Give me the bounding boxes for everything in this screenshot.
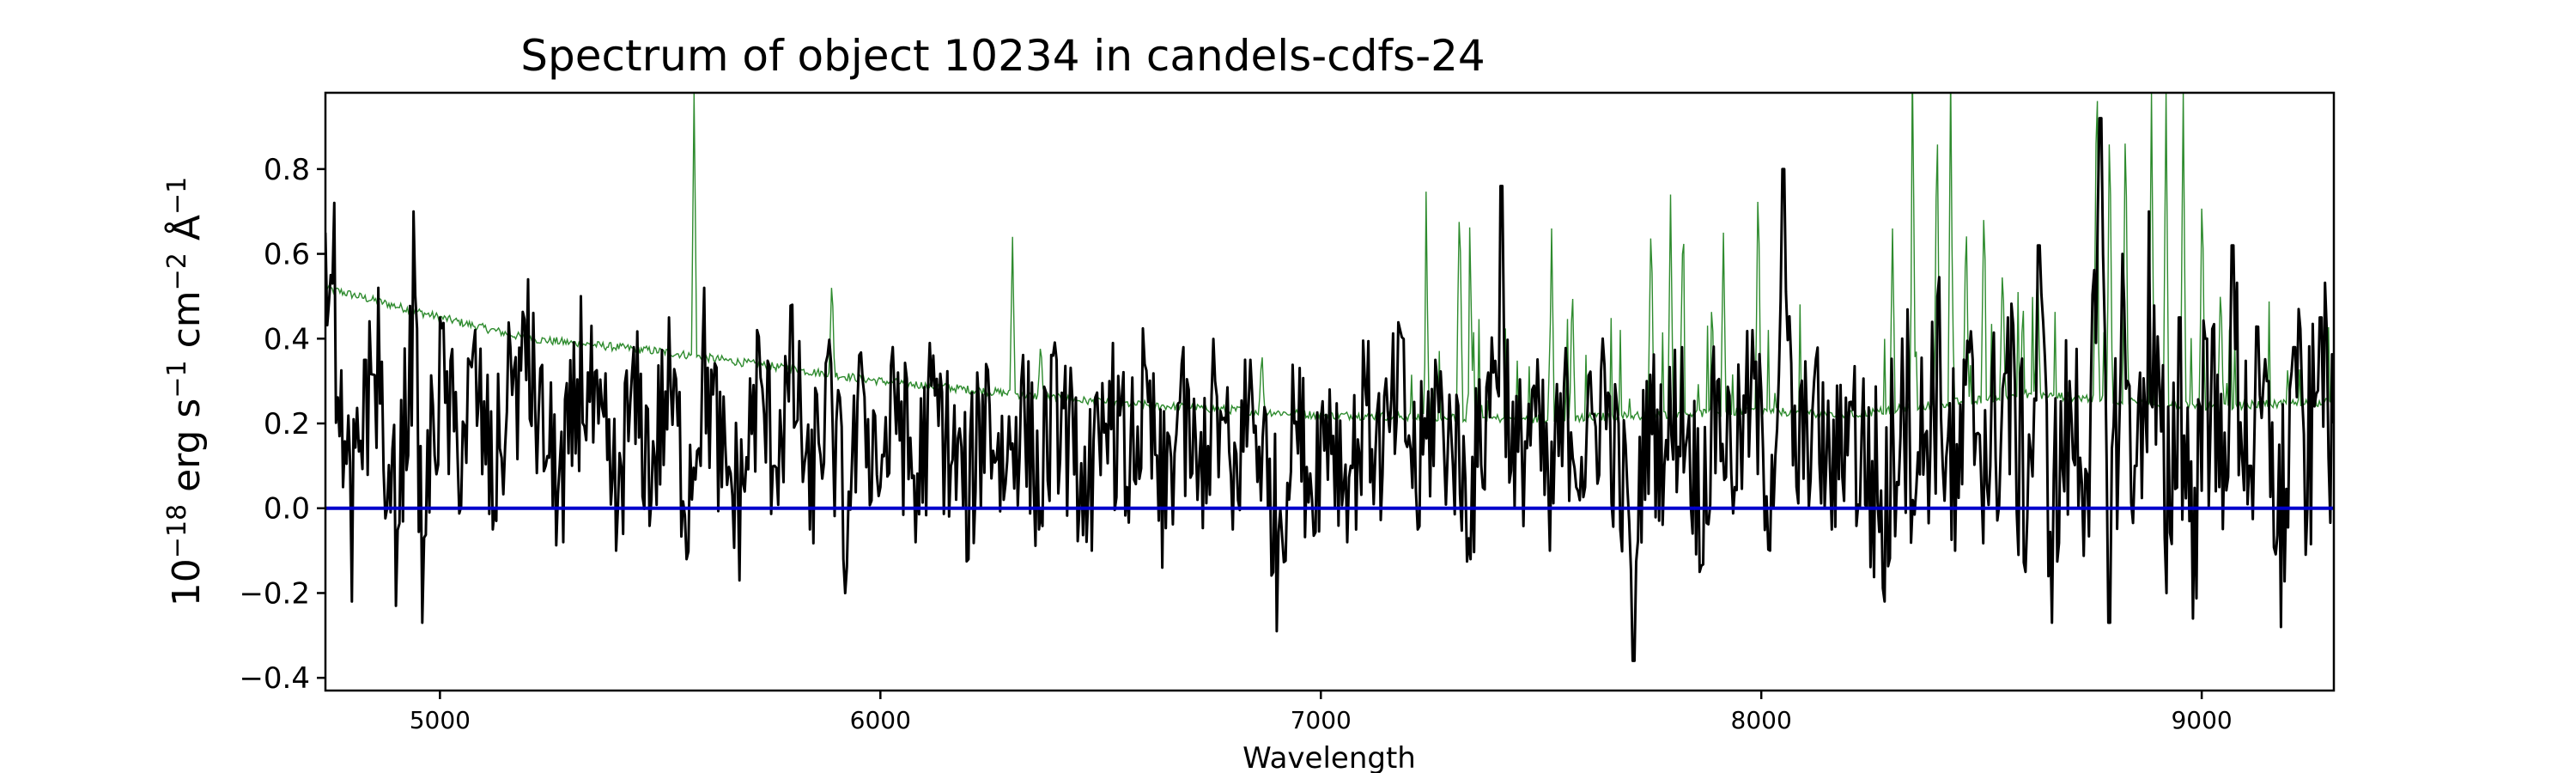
- x-axis-label: Wavelength: [1242, 741, 1416, 773]
- y-tick-label: −0.2: [239, 576, 310, 611]
- x-tick-label: 9000: [2171, 706, 2232, 734]
- y-tick-label: 0.0: [264, 492, 310, 526]
- y-tick-label: 0.8: [264, 153, 310, 187]
- x-axis: 5000 6000 7000 8000 9000: [410, 691, 2233, 734]
- y-tick-label: 0.6: [264, 238, 310, 272]
- plot-frame: [324, 91, 2336, 692]
- series-layer: [325, 93, 2334, 662]
- x-tick-label: 7000: [1291, 706, 1352, 734]
- x-tick-label: 8000: [1731, 706, 1792, 734]
- x-tick-label: 6000: [850, 706, 911, 734]
- x-tick-label: 5000: [410, 706, 471, 734]
- y-axis-label: 10−18 erg s−1 cm−2 Å−1: [162, 177, 209, 606]
- y-tick-label: 0.2: [264, 407, 310, 441]
- y-tick-label: 0.4: [264, 322, 310, 356]
- y-axis: −0.4 −0.2 0.0 0.2 0.4 0.6 0.8: [239, 153, 325, 696]
- chart-title: Spectrum of object 10234 in candels-cdfs…: [520, 31, 1485, 81]
- flux-spectrum-line: [325, 117, 2334, 662]
- error-spectrum-line: [325, 93, 2334, 424]
- y-tick-label: −0.4: [239, 661, 310, 696]
